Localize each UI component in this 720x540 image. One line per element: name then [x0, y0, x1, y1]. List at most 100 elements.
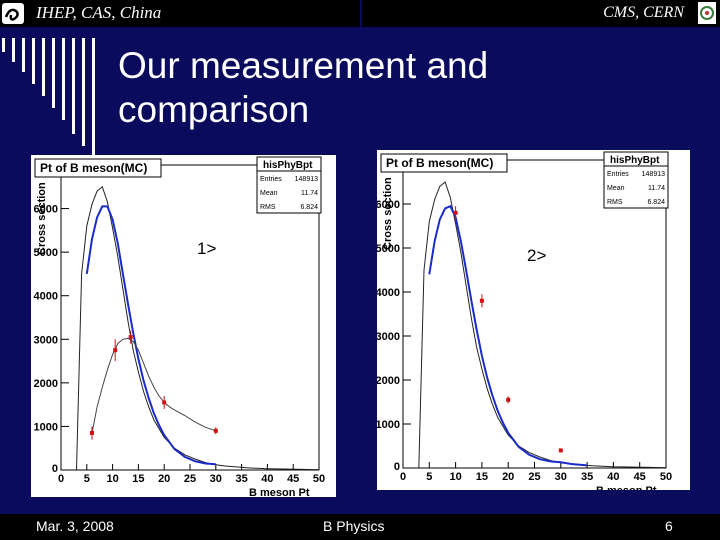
chart-1: Pt of B meson(MC) hisPhyBpt Entries 148913 M…: [34, 156, 325, 499]
chart-2-point-marker: [479, 298, 484, 303]
chart-1-series-mc-histogram: [76, 185, 320, 471]
cms-logo-icon: [698, 2, 716, 24]
chart-2-stats-value-rms: 6.824: [647, 199, 665, 206]
decorative-bars-icon: [2, 38, 95, 158]
footer-date: Mar. 3, 2008: [36, 518, 114, 534]
chart-1-stats-frame: [256, 156, 322, 214]
chart-1-y-tick-label: 4000: [34, 291, 58, 303]
chart-panel-2: Pt of B meson(MC) hisPhyBpt Entries 148913 M…: [376, 150, 690, 497]
chart-1-measured-point: [162, 395, 167, 409]
chart-1-point-marker: [89, 430, 94, 435]
chart-2-x-tick-label: 25: [528, 471, 540, 483]
chart-1-x-tick-label: 40: [261, 473, 273, 485]
chart-1-point-marker: [162, 400, 167, 405]
chart-1-stats-value-entries: 148913: [295, 176, 318, 183]
chart-panel-1: Pt of B meson(MC) hisPhyBpt Entries 148913 M…: [31, 155, 336, 499]
chart-2-stats-label-mean: Mean: [607, 185, 625, 192]
chart-2-stats-box: hisPhyBpt Entries 148913 Mean 11.74 RMS 6.824: [603, 151, 669, 209]
chart-1-title-frame: [34, 158, 162, 178]
chart-2: Pt of B meson(MC) hisPhyBpt Entries 148913 M…: [376, 151, 672, 497]
institution-right: CMS, CERN: [603, 4, 684, 21]
footer-page-number: 6: [665, 518, 673, 534]
chart-1-title-box: Pt of B meson(MC): [34, 158, 162, 178]
chart-1-y-tick-label: 2000: [34, 378, 58, 390]
chart-2-series-mc-histogram: [418, 181, 667, 469]
footer-bar: [0, 514, 720, 540]
chart-1-measured-point: [113, 339, 118, 362]
chart-2-label: 2>: [527, 246, 547, 265]
chart-1-point-marker: [213, 428, 218, 433]
chart-2-x-tick-label: 35: [581, 471, 593, 483]
chart-1-y-axis-label: Cross section: [36, 182, 48, 255]
chart-2-y-tick-label: 4000: [377, 287, 400, 299]
chart-1-x-tick-label: 10: [106, 473, 118, 485]
chart-1-x-axis-label: B meson Pt: [249, 487, 310, 497]
chart-2-x-tick-label: 30: [555, 471, 567, 483]
header-bar-right: [362, 0, 720, 27]
footer-topic: B Physics: [323, 518, 385, 534]
chart-2-y-tick-label: 5000: [377, 243, 400, 255]
chart-2-title-frame: [380, 153, 508, 173]
header-bar-left: [0, 0, 360, 27]
chart-1-y-tick-label: 1000: [34, 421, 58, 433]
chart-1-measured-point: [128, 330, 133, 344]
chart-1-x-tick-label: 35: [235, 473, 247, 485]
chart-2-y-tick-label: 6000: [377, 199, 400, 211]
chart-1-y-tick-label: 3000: [34, 334, 58, 346]
chart-1-title: Pt of B meson(MC): [40, 161, 147, 175]
chart-2-stats-value-entries: 148913: [642, 171, 665, 178]
chart-1-y-tick-label: 5000: [34, 247, 58, 259]
chart-1-label: 1>: [197, 239, 217, 258]
chart-2-point-marker: [506, 397, 511, 402]
slide-title: Our measurement and comparison: [118, 45, 489, 130]
chart-1-stats-value-mean: 11.74: [301, 190, 318, 197]
chart-1-stats-value-rms: 6.824: [300, 204, 318, 211]
chart-2-measured-point: [479, 294, 484, 308]
chart-2-series-fit: [428, 204, 588, 467]
chart-2-x-tick-label: 40: [607, 471, 619, 483]
chart-2-stats-label-rms: RMS: [607, 199, 623, 206]
chart-2-stats-value-mean: 11.74: [648, 185, 665, 192]
chart-2-point-marker: [558, 448, 563, 453]
chart-2-title-box: Pt of B meson(MC): [380, 153, 508, 173]
chart-1-point-marker: [128, 335, 133, 340]
chart-1-series-fit: [85, 205, 216, 466]
chart-1-x-tick-label: 25: [184, 473, 196, 485]
chart-2-stats-frame: [603, 151, 669, 209]
chart-1-stats-box: hisPhyBpt Entries 148913 Mean 11.74 RMS 6.824: [256, 156, 322, 214]
chart-1-y-tick-label: 0: [52, 463, 58, 475]
chart-2-x-tick-label: 50: [660, 471, 672, 483]
chart-2-y-tick-label: 0: [394, 461, 400, 473]
chart-2-measured-point: [453, 206, 458, 220]
chart-1-x-tick-label: 50: [313, 473, 325, 485]
chart-2-x-axis-label: B meson Pt: [596, 485, 657, 490]
institution-left: IHEP, CAS, China: [36, 3, 162, 22]
ihep-logo-icon: [2, 3, 24, 24]
chart-2-x-tick-label: 15: [476, 471, 488, 483]
chart-2-measured-point: [506, 396, 511, 404]
chart-2-x-tick-label: 0: [400, 471, 406, 483]
chart-2-x-tick-label: 10: [449, 471, 461, 483]
chart-2-y-tick-label: 3000: [377, 331, 400, 343]
chart-1-x-tick-label: 30: [210, 473, 222, 485]
chart-1-x-tick-label: 0: [58, 473, 64, 485]
chart-2-measured-point: [558, 448, 563, 453]
chart-1-stats-label-entries: Entries: [260, 176, 282, 183]
chart-2-stats-label-entries: Entries: [607, 171, 629, 178]
chart-1-series-measured-curve: [91, 337, 216, 434]
chart-1-y-tick-label: 6000: [34, 204, 58, 216]
chart-1-stats-label-mean: Mean: [260, 190, 278, 197]
chart-2-x-tick-label: 5: [426, 471, 432, 483]
chart-2-y-axis-label: Cross section: [382, 177, 394, 250]
chart-2-x-tick-label: 20: [502, 471, 514, 483]
chart-1-stats-name: hisPhyBpt: [263, 160, 313, 171]
chart-1-measured-point: [89, 426, 94, 440]
chart-1-stats-label-rms: RMS: [260, 204, 276, 211]
chart-2-stats-name: hisPhyBpt: [610, 155, 660, 166]
chart-2-title: Pt of B meson(MC): [386, 156, 493, 170]
chart-2-x-tick-label: 45: [634, 471, 646, 483]
chart-1-measured-point: [213, 427, 218, 435]
chart-1-x-tick-label: 45: [287, 473, 299, 485]
chart-1-point-marker: [113, 348, 118, 353]
chart-2-y-tick-label: 1000: [377, 419, 400, 431]
